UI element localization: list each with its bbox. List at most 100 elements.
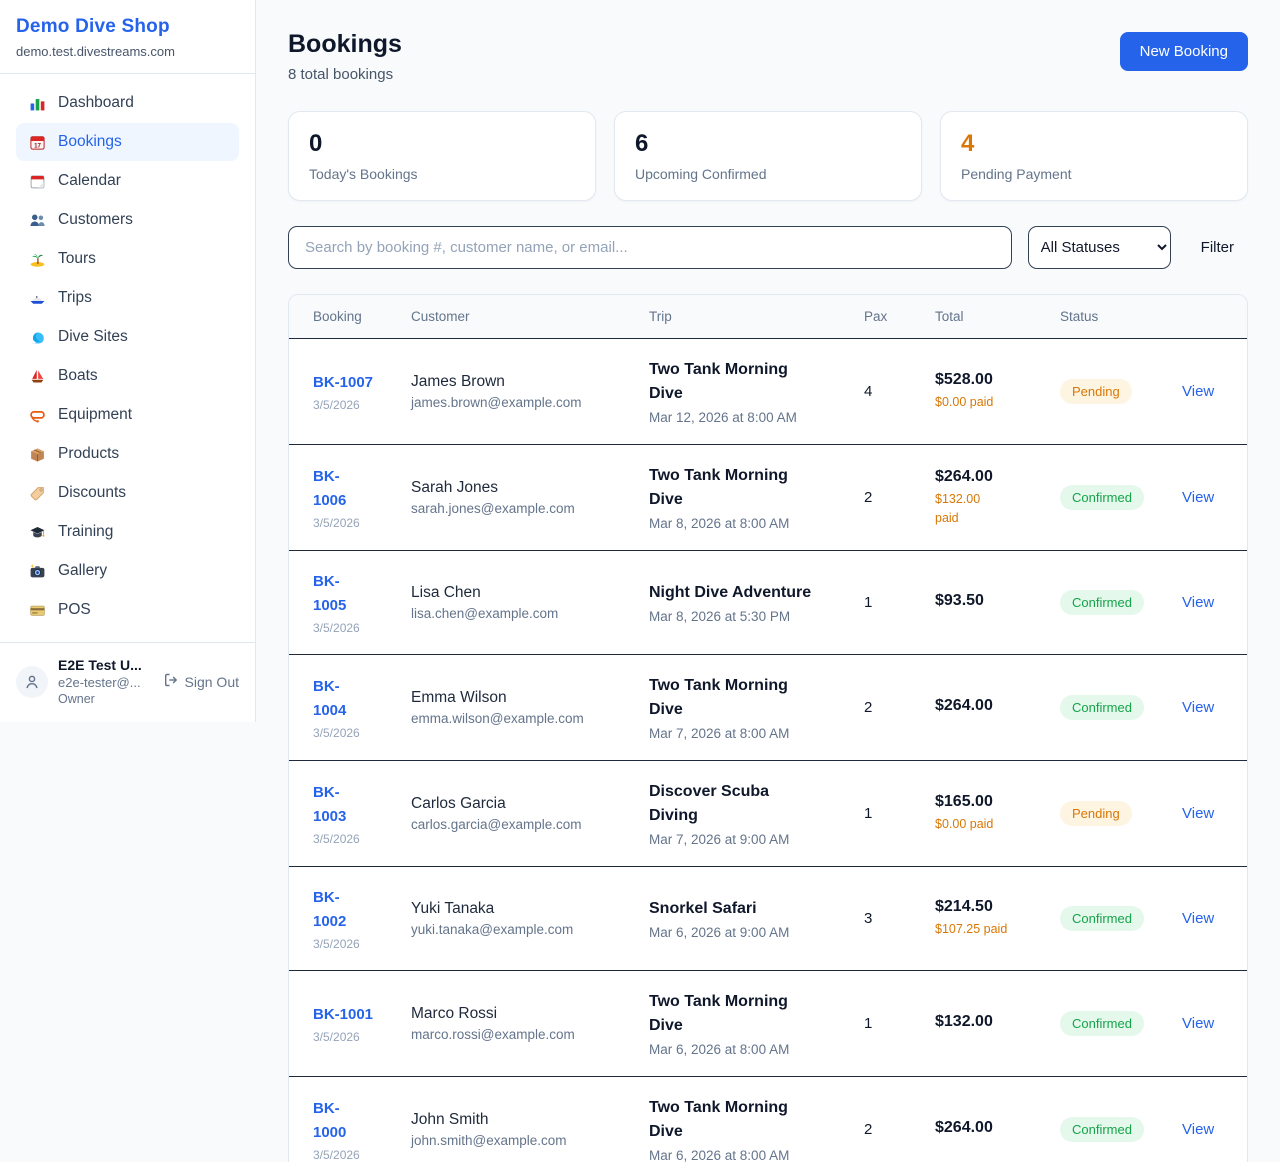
sidebar-item-dashboard[interactable]: Dashboard	[16, 84, 239, 122]
sidebar-item-label: Tours	[58, 250, 96, 267]
booking-date: 3/5/2026	[313, 1148, 360, 1162]
search-input[interactable]	[288, 226, 1012, 269]
sidebar-item-training[interactable]: Training	[16, 513, 239, 551]
booking-id-link[interactable]: BK- 1000	[313, 1100, 347, 1141]
table-header-row: Booking Customer Trip Pax Total Status	[289, 295, 1247, 339]
user-section: E2E Test U... e2e-tester@... Owner Sign …	[0, 642, 255, 720]
trip-name: Discover Scuba Diving	[649, 783, 770, 824]
sign-out-button[interactable]: Sign Out	[163, 672, 239, 691]
trip-name: Two Tank Morning Dive	[649, 361, 788, 402]
booking-id-link[interactable]: BK-1007	[313, 374, 374, 391]
bookings-table: Booking Customer Trip Pax Total Status B…	[289, 295, 1247, 1162]
view-link[interactable]: View	[1182, 804, 1215, 822]
status-badge: Confirmed	[1060, 590, 1144, 615]
trip-name: Night Dive Adventure	[649, 584, 812, 601]
stat-value: 4	[961, 130, 975, 157]
status-badge: Confirmed	[1060, 906, 1144, 931]
booking-id-link[interactable]: BK- 1004	[313, 678, 347, 719]
customer-name: Emma Wilson	[411, 689, 507, 706]
credit-card-icon	[28, 601, 46, 619]
shop-domain: demo.test.divestreams.com	[16, 44, 175, 59]
pax-count: 4	[864, 383, 873, 400]
sidebar-item-label: Calendar	[58, 172, 121, 189]
total-amount: $165.00	[935, 793, 993, 811]
customer-email: marco.rossi@example.com	[411, 1027, 575, 1042]
shop-name: Demo Dive Shop	[16, 16, 170, 37]
trip-datetime: Mar 7, 2026 at 9:00 AM	[649, 832, 790, 847]
user-role: Owner	[58, 692, 95, 706]
total-amount: $528.00	[935, 371, 993, 389]
table-row: BK-1001 3/5/2026 Marco Rossi marco.rossi…	[289, 971, 1247, 1077]
table-row: BK- 1000 3/5/2026 John Smith john.smith@…	[289, 1077, 1247, 1162]
view-link[interactable]: View	[1182, 1120, 1215, 1138]
sidebar-item-label: Equipment	[58, 406, 133, 423]
view-link[interactable]: View	[1182, 698, 1215, 716]
bar-chart-icon	[28, 94, 46, 112]
sidebar-item-label: POS	[58, 601, 91, 618]
paid-amount: $0.00 paid	[935, 817, 994, 832]
island-icon	[28, 250, 46, 268]
customer-name: Yuki Tanaka	[411, 900, 495, 917]
table-row: BK- 1004 3/5/2026 Emma Wilson emma.wilso…	[289, 655, 1247, 761]
status-filter-select[interactable]: All Statuses	[1027, 226, 1171, 269]
sidebar-item-label: Discounts	[58, 484, 127, 501]
sidebar: Demo Dive Shop demo.test.divestreams.com…	[0, 0, 256, 722]
view-link[interactable]: View	[1182, 1014, 1215, 1032]
sidebar-item-label: Trips	[58, 289, 92, 306]
speedboat-icon	[28, 289, 46, 307]
sidebar-item-tours[interactable]: Tours	[16, 240, 239, 278]
svg-text:17: 17	[34, 142, 41, 149]
customer-name: James Brown	[411, 373, 505, 390]
booking-date: 3/5/2026	[313, 726, 360, 740]
stat-label: Today's Bookings	[309, 166, 418, 182]
stat-card-todays-bookings: 0 Today's Bookings	[288, 111, 596, 201]
customer-email: lisa.chen@example.com	[411, 606, 559, 621]
view-link[interactable]: View	[1182, 382, 1215, 400]
sidebar-item-trips[interactable]: Trips	[16, 279, 239, 317]
view-link[interactable]: View	[1182, 909, 1215, 927]
sidebar-item-dive-sites[interactable]: Dive Sites	[16, 318, 239, 356]
stat-value: 6	[635, 130, 649, 157]
new-booking-button[interactable]: New Booking	[1119, 32, 1248, 71]
sidebar-item-discounts[interactable]: Discounts	[16, 474, 239, 512]
table-row: BK-1007 3/5/2026 James Brown james.brown…	[289, 339, 1247, 445]
customer-email: carlos.garcia@example.com	[411, 817, 582, 832]
trip-name: Two Tank Morning Dive	[649, 467, 788, 508]
booking-id-link[interactable]: BK- 1006	[313, 468, 347, 509]
pax-count: 2	[864, 489, 873, 506]
view-link[interactable]: View	[1182, 593, 1215, 611]
sidebar-item-customers[interactable]: Customers	[16, 201, 239, 239]
sidebar-item-products[interactable]: Products	[16, 435, 239, 473]
sidebar-nav: Dashboard 17 Bookings Calendar Customers…	[0, 74, 255, 636]
column-header-status: Status	[1050, 295, 1172, 339]
stats-row: 0 Today's Bookings 6 Upcoming Confirmed …	[288, 111, 1248, 201]
sidebar-item-pos[interactable]: POS	[16, 591, 239, 629]
trip-name: Snorkel Safari	[649, 900, 757, 917]
total-amount: $132.00	[935, 1012, 993, 1030]
sign-out-label: Sign Out	[184, 673, 239, 690]
booking-id-link[interactable]: BK- 1002	[313, 889, 347, 930]
sidebar-item-gallery[interactable]: Gallery	[16, 552, 239, 590]
booking-id-link[interactable]: BK- 1003	[313, 784, 347, 825]
total-bookings-count: 8 total bookings	[288, 66, 394, 83]
stat-label: Upcoming Confirmed	[635, 166, 767, 182]
wave-icon	[28, 328, 46, 346]
trip-name: Two Tank Morning Dive	[649, 677, 788, 718]
sidebar-item-calendar[interactable]: Calendar	[16, 162, 239, 200]
sidebar-item-boats[interactable]: Boats	[16, 357, 239, 395]
sidebar-item-bookings[interactable]: 17 Bookings	[16, 123, 239, 161]
customer-name: Marco Rossi	[411, 1005, 498, 1022]
filter-button[interactable]: Filter	[1187, 239, 1248, 256]
booking-id-link[interactable]: BK-1001	[313, 1006, 374, 1023]
booking-id-link[interactable]: BK- 1005	[313, 573, 347, 614]
pax-count: 1	[864, 594, 873, 611]
customer-name: Carlos Garcia	[411, 795, 506, 812]
customer-email: yuki.tanaka@example.com	[411, 922, 574, 937]
sidebar-item-equipment[interactable]: Equipment	[16, 396, 239, 434]
customer-email: sarah.jones@example.com	[411, 501, 575, 516]
main-content: Bookings 8 total bookings New Booking 0 …	[256, 0, 1280, 1162]
view-link[interactable]: View	[1182, 488, 1215, 506]
trip-datetime: Mar 12, 2026 at 8:00 AM	[649, 410, 797, 425]
status-badge: Pending	[1060, 379, 1132, 404]
stat-card-pending-payment: 4 Pending Payment	[940, 111, 1248, 201]
